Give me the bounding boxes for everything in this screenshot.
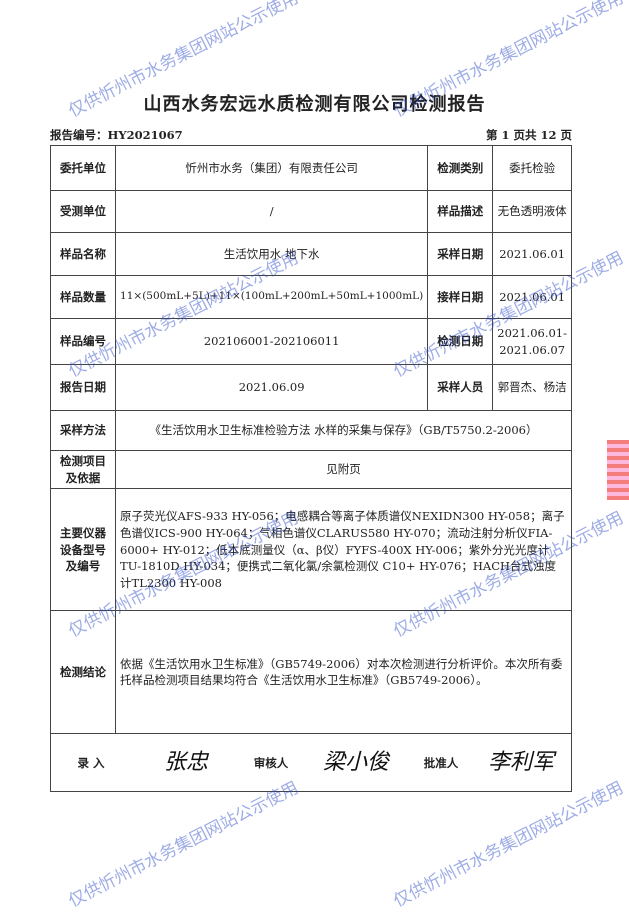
seal-stamp (607, 440, 629, 500)
label: 接样日期 (427, 275, 494, 319)
approver-label: 批准人 (423, 755, 459, 770)
report-number: 报告编号：HY2021067 (50, 128, 183, 142)
label: 主要仪器设备型号及编号 (49, 488, 117, 612)
test-type-value: 委托检验 (492, 145, 572, 191)
tested-value: / (115, 190, 429, 233)
items-value: 见附页 (115, 449, 572, 490)
label: 样品数量 (49, 275, 117, 319)
label: 报告日期 (49, 364, 117, 411)
sample-no-value: 202106001-202106011 (115, 318, 429, 365)
approver-signature: 李利军 (487, 749, 554, 775)
report-table: 委托单位 忻州市水务（集团）有限责任公司 检测类别 委托检验 受测单位 / 样品描述 无色透… (49, 145, 572, 793)
client-value: 忻州市水务（集团）有限责任公司 (115, 145, 429, 191)
label: 采样方法 (49, 410, 117, 451)
sampler-value: 郭晋杰、杨洁 (492, 364, 572, 411)
label: 样品编号 (49, 318, 117, 365)
label: 检测类别 (427, 145, 494, 191)
entry-label: 录 入 (77, 755, 105, 770)
label: 受测单位 (49, 190, 117, 233)
entry-signature: 张忠 (163, 749, 208, 775)
label: 检测项目及依据 (49, 449, 117, 490)
desc-value: 无色透明液体 (492, 190, 572, 233)
qty-value: 11×(500mL+5L)+11×(100mL+200mL+50mL+1000m… (115, 275, 429, 319)
instruments-value: 原子荧光仪AFS-933 HY-056；电感耦合等离子体质谱仪NEXIDN300… (115, 488, 572, 612)
page-info: 第 1 页共 12 页 (485, 128, 572, 142)
report-date-value: 2021.06.09 (115, 364, 429, 411)
report-title: 山西水务宏远水质检测有限公司检测报告 (143, 94, 486, 115)
reviewer-signature: 梁小俊 (322, 749, 389, 775)
label: 样品名称 (49, 232, 117, 276)
label: 样品描述 (427, 190, 494, 233)
label: 检测结论 (49, 610, 117, 735)
label: 采样日期 (427, 232, 494, 276)
method-value: 《生活饮用水卫生标准检验方法 水样的采集与保存》（GB/T5750.2-2006… (115, 410, 572, 451)
recv-date-value: 2021.06.01 (492, 275, 572, 319)
conclusion-value: 依据《生活饮用水卫生标准》（GB5749-2006）对本次检测进行分析评价。本次… (115, 610, 572, 735)
label: 检测日期 (427, 318, 494, 365)
reviewer-label: 审核人 (253, 755, 289, 770)
sampling-date-value: 2021.06.01 (492, 232, 572, 276)
test-date-value: 2021.06.01-2021.06.07 (492, 318, 572, 365)
label: 委托单位 (49, 145, 117, 191)
sample-name-value: 生活饮用水 地下水 (115, 232, 429, 276)
label: 采样人员 (427, 364, 494, 411)
